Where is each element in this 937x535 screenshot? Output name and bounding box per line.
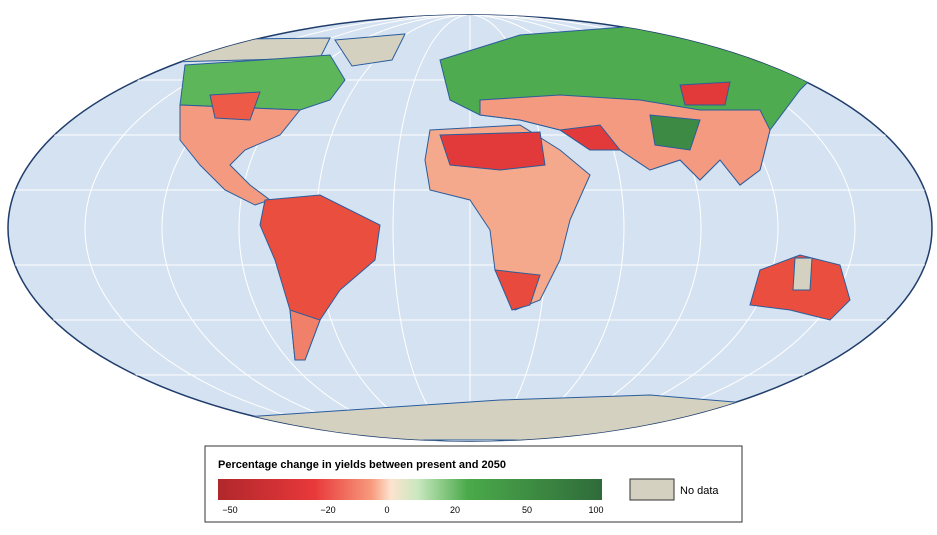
no-data-swatch — [629, 478, 675, 501]
scale-tick-label: 20 — [450, 505, 460, 515]
legend-title: Percentage change in yields between pres… — [218, 459, 506, 471]
no-data-label: No data — [680, 485, 719, 497]
scale-tick-label: 100 — [588, 505, 603, 515]
legend: Percentage change in yields between pres… — [204, 445, 743, 523]
scale-tick-label: 50 — [522, 505, 532, 515]
scale-tick-label: −50 — [222, 505, 237, 515]
world-map — [7, 14, 933, 442]
scale-tick-label: 0 — [384, 505, 389, 515]
scale-tick-label: −20 — [320, 505, 335, 515]
color-scale — [218, 479, 602, 500]
